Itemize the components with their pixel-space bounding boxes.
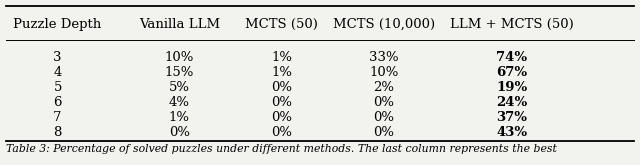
Text: 0%: 0% — [374, 96, 394, 109]
Text: 5%: 5% — [169, 81, 189, 94]
Text: 5: 5 — [53, 81, 62, 94]
Text: 3: 3 — [53, 51, 62, 64]
Text: 1%: 1% — [271, 51, 292, 64]
Text: Vanilla LLM: Vanilla LLM — [139, 18, 220, 31]
Text: 33%: 33% — [369, 51, 399, 64]
Text: 1%: 1% — [271, 66, 292, 79]
Text: 43%: 43% — [497, 126, 527, 139]
Text: MCTS (50): MCTS (50) — [245, 18, 318, 31]
Text: 8: 8 — [53, 126, 62, 139]
Text: 67%: 67% — [497, 66, 527, 79]
Text: Puzzle Depth: Puzzle Depth — [13, 18, 102, 31]
Text: 0%: 0% — [271, 81, 292, 94]
Text: 0%: 0% — [271, 126, 292, 139]
Text: 19%: 19% — [497, 81, 527, 94]
Text: 10%: 10% — [164, 51, 194, 64]
Text: 0%: 0% — [169, 126, 189, 139]
Text: 37%: 37% — [497, 111, 527, 124]
Text: 6: 6 — [53, 96, 62, 109]
Text: 15%: 15% — [164, 66, 194, 79]
Text: 2%: 2% — [374, 81, 394, 94]
Text: 1%: 1% — [169, 111, 189, 124]
Text: 4%: 4% — [169, 96, 189, 109]
Text: 0%: 0% — [374, 126, 394, 139]
Text: 0%: 0% — [374, 111, 394, 124]
Text: 10%: 10% — [369, 66, 399, 79]
Text: MCTS (10,000): MCTS (10,000) — [333, 18, 435, 31]
Text: LLM + MCTS (50): LLM + MCTS (50) — [450, 18, 574, 31]
Text: Table 3: Percentage of solved puzzles under different methods. The last column r: Table 3: Percentage of solved puzzles un… — [6, 144, 557, 154]
Text: 74%: 74% — [497, 51, 527, 64]
Text: 0%: 0% — [271, 111, 292, 124]
Text: 4: 4 — [53, 66, 62, 79]
Text: 0%: 0% — [271, 96, 292, 109]
Text: 24%: 24% — [497, 96, 527, 109]
Text: 7: 7 — [53, 111, 62, 124]
